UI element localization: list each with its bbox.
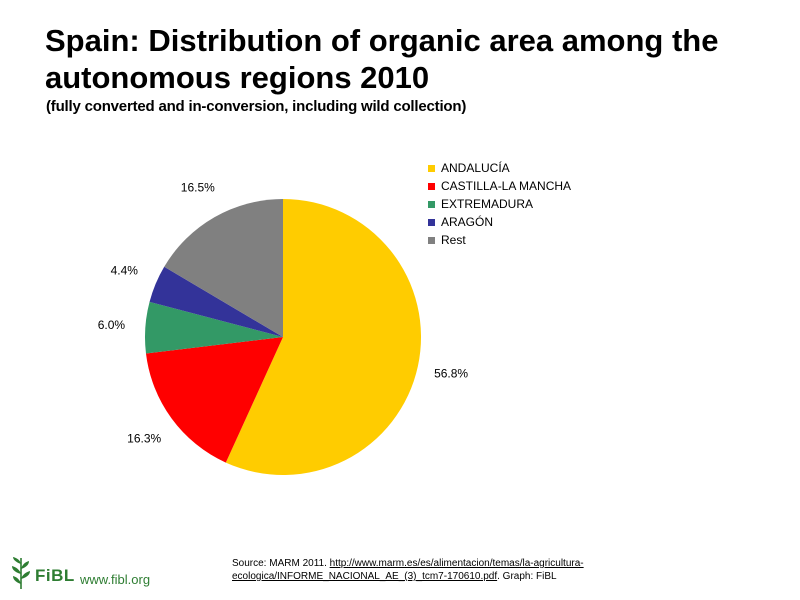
page-subtitle: (fully converted and in-conversion, incl… [46, 98, 467, 115]
page-title: Spain: Distribution of organic area amon… [45, 23, 719, 95]
legend-item: CASTILLA-LA MANCHA [428, 177, 571, 195]
pie-slice-castilla-la-mancha [145, 337, 283, 463]
source-suffix: . Graph: FiBL [497, 571, 557, 582]
legend-item: Rest [428, 231, 571, 249]
legend-swatch [428, 182, 435, 190]
legend-swatch [428, 236, 435, 244]
data-label-extremadura: 6.0% [98, 318, 126, 332]
source-prefix: Source: MARM 2011. [232, 558, 330, 569]
chart-legend: ANDALUCÍA CASTILLA-LA MANCHA EXTREMADURA AR… [428, 159, 571, 249]
legend-item: EXTREMADURA [428, 195, 571, 213]
legend-label: Rest [441, 233, 466, 247]
pie-slices [144, 199, 422, 475]
legend-item: ANDALUCÍA [428, 159, 571, 177]
logo-text: FiBL [35, 566, 75, 585]
pie-slice-andaluc-a [225, 199, 422, 475]
pie-slice-extremadura [144, 301, 283, 354]
website-link[interactable]: www.fibl.org [80, 572, 151, 587]
legend-swatch [428, 200, 435, 208]
legend-swatch [428, 218, 435, 226]
legend-label: EXTREMADURA [441, 197, 534, 211]
legend-label: ANDALUCÍA [441, 161, 510, 175]
legend-label: ARAGÓN [441, 215, 494, 229]
pie-slice-arag-n [149, 266, 283, 337]
pie-data-labels: 56.8% 16.3% 6.0% 4.4% 16.5% [98, 181, 469, 446]
data-label-rest: 16.5% [181, 181, 215, 195]
source-note: Source: MARM 2011. http://www.marm.es/es… [232, 557, 652, 583]
pie-slice-rest [164, 199, 283, 337]
leaf-icon [12, 557, 30, 589]
legend-item: ARAGÓN [428, 213, 571, 231]
fibl-logo[interactable]: FiBL [10, 556, 75, 590]
legend-swatch [428, 164, 435, 172]
data-label-andaluc-a: 56.8% [434, 367, 468, 381]
source-link[interactable]: http://www.marm.es/es/alimentacion/temas… [232, 558, 584, 582]
legend-label: CASTILLA-LA MANCHA [441, 179, 572, 193]
data-label-arag-n: 4.4% [111, 264, 139, 278]
data-label-castilla-la-mancha: 16.3% [127, 432, 161, 446]
